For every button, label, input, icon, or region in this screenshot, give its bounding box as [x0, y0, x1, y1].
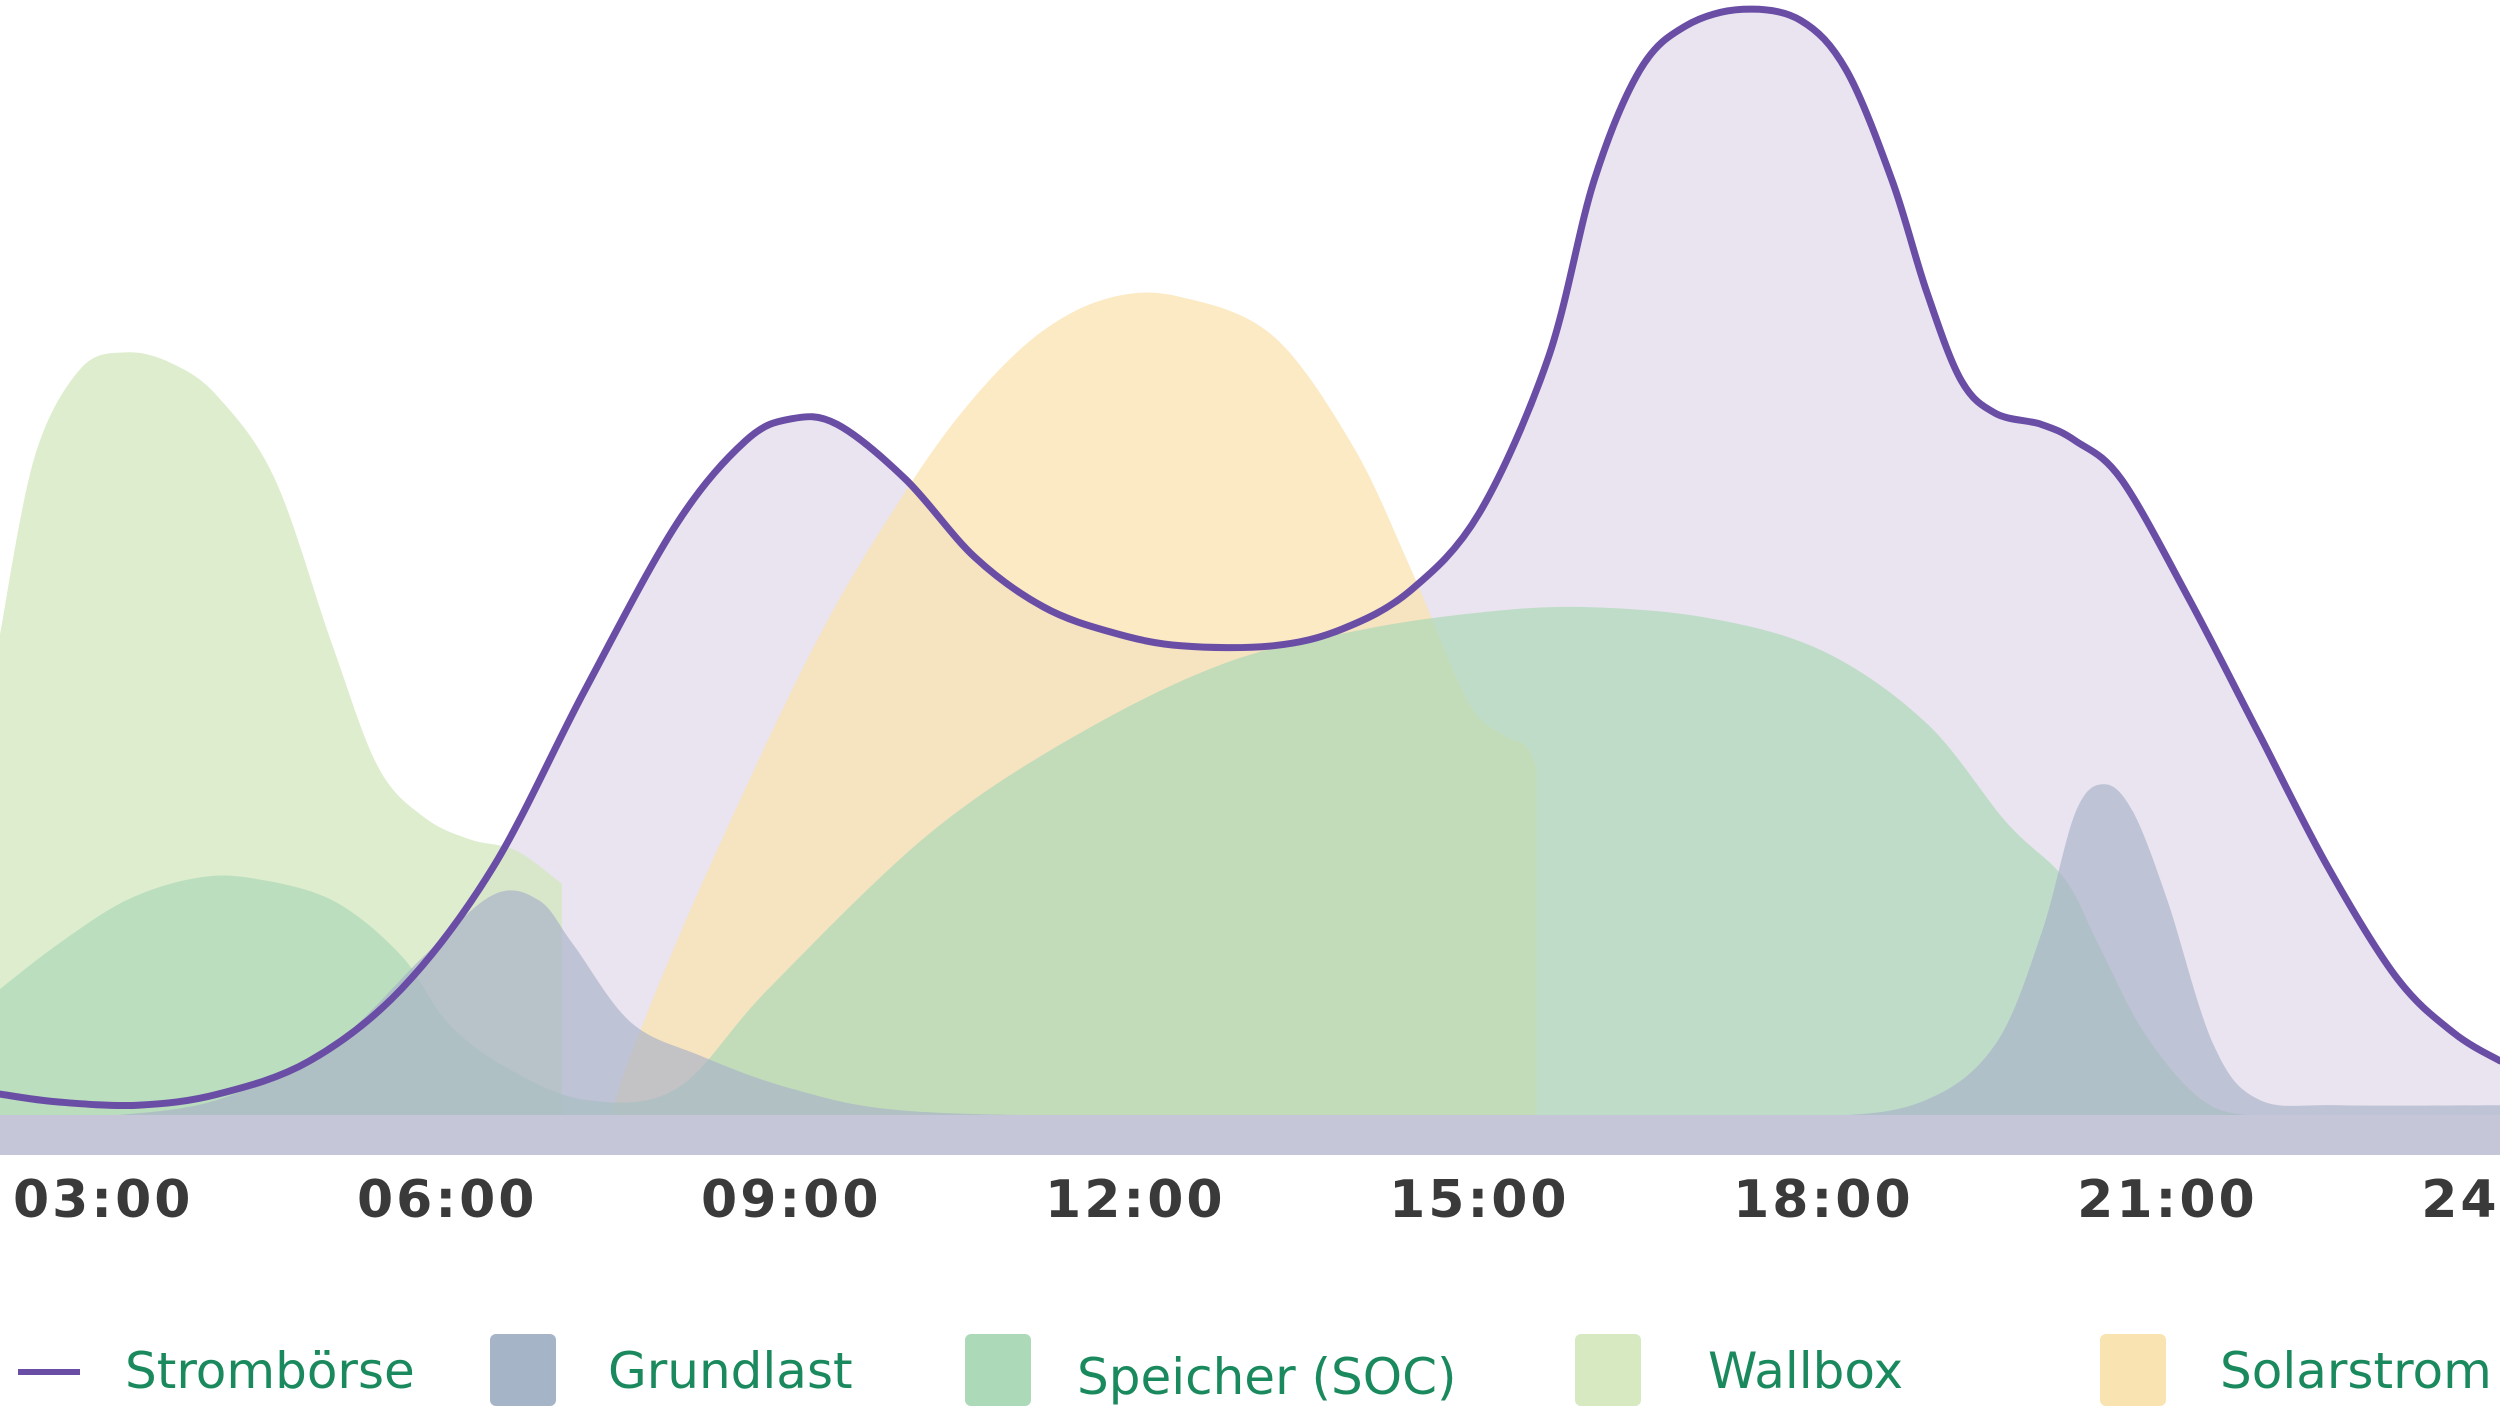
x-tick-label: 09:00 [701, 1170, 882, 1230]
legend-label: Grundlast [608, 1342, 853, 1400]
legend-box-swatch [965, 1334, 1031, 1406]
series-stromb-rse-line [0, 5, 2500, 1110]
series-speicher-soc-area [0, 606, 2500, 1155]
legend-item-stromb-rse: Strombörse [18, 1342, 415, 1400]
legend-item-speicher-soc: Speicher (SOC) [965, 1334, 1457, 1406]
legend-label: Speicher (SOC) [1077, 1348, 1457, 1406]
x-tick-label: 15:00 [1389, 1170, 1570, 1230]
x-tick-label: 06:00 [357, 1170, 538, 1230]
x-axis: 03:00 06:00 09:00 12:00 15:00 18:00 21:00 24:00 [13, 1170, 2500, 1230]
x-tick-label: 21:00 [2077, 1170, 2258, 1230]
plot-areas [0, 9, 2500, 1156]
legend-box-swatch [490, 1334, 556, 1406]
legend: Strombörse Grundlast Speicher (SOC) Wallbox… [18, 1334, 2492, 1406]
series-grundlast-area [0, 784, 2500, 1155]
plot-lines [0, 5, 2500, 1110]
legend-label: Strombörse [125, 1342, 415, 1400]
x-tick-label: 03:00 [13, 1170, 194, 1230]
x-tick-label: 18:00 [1733, 1170, 1914, 1230]
legend-box-swatch [1575, 1334, 1641, 1406]
x-tick-label: 24:00 [2421, 1170, 2500, 1230]
legend-item-wallbox: Wallbox [1575, 1334, 1903, 1406]
x-tick-label: 12:00 [1045, 1170, 1226, 1230]
legend-box-swatch [2100, 1334, 2166, 1406]
legend-label: Solarstrom [2220, 1342, 2492, 1400]
legend-item-solarstrom: Solarstrom [2100, 1334, 2492, 1406]
legend-label: Wallbox [1708, 1342, 1903, 1400]
baseline-band [0, 1115, 2500, 1155]
legend-item-grundlast: Grundlast [490, 1334, 853, 1406]
